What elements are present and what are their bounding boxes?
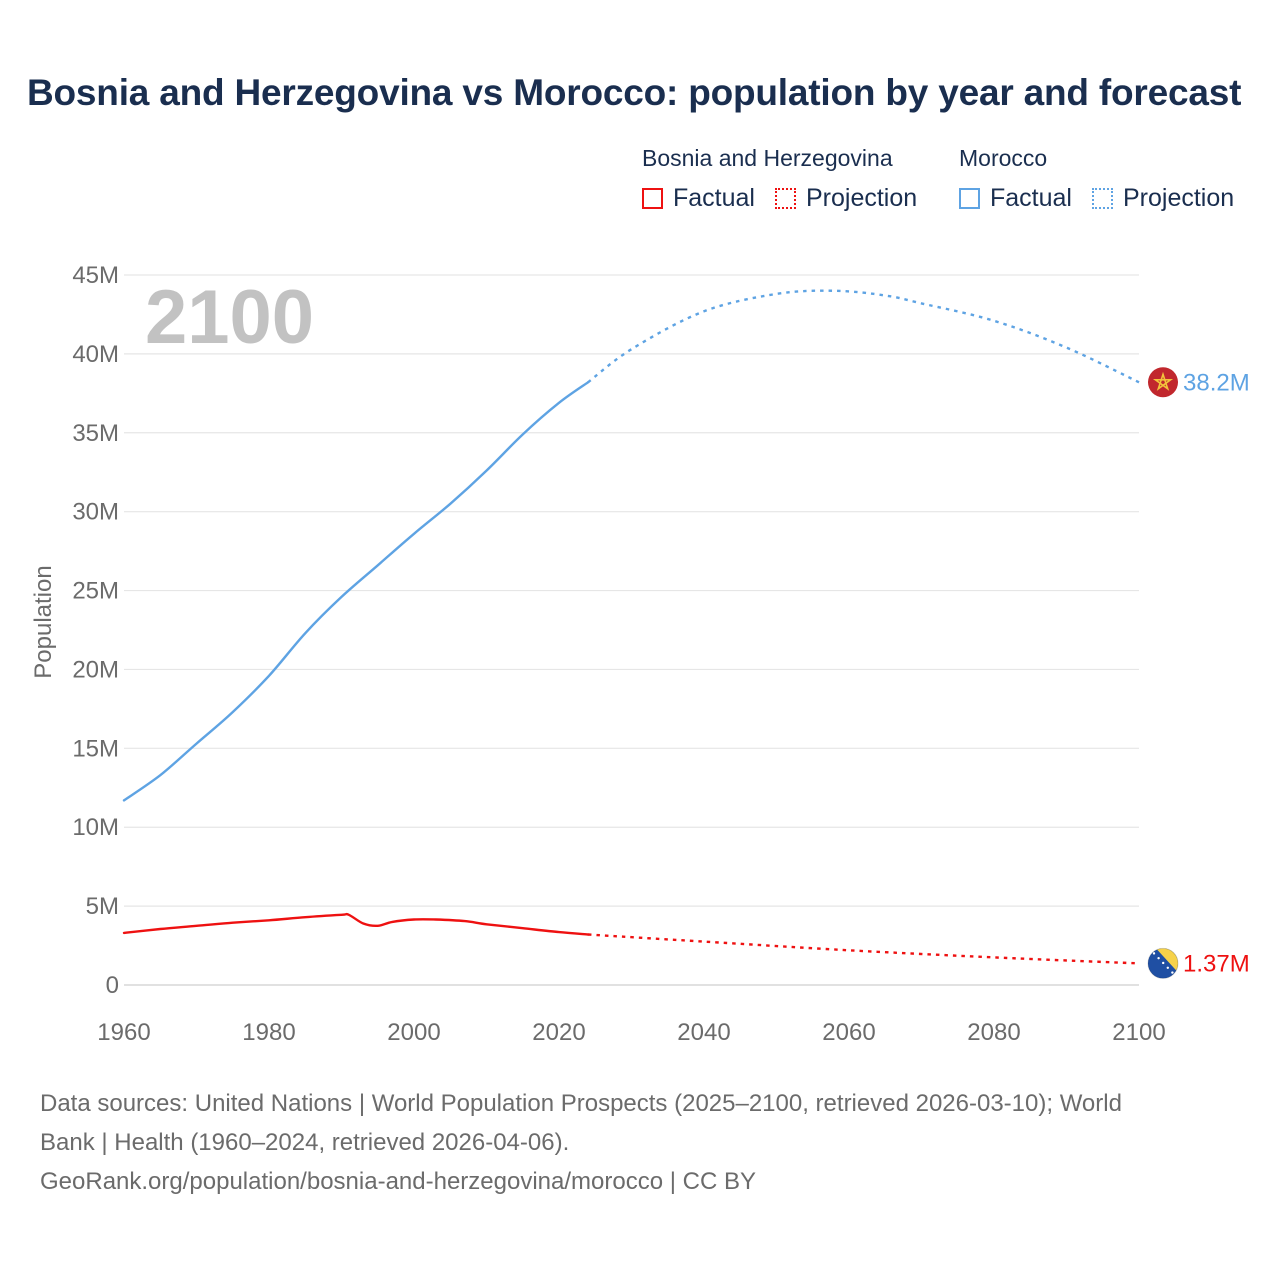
- bosnia-and-herzegovinaprojection-line[interactable]: [587, 933, 1140, 965]
- y-tick-label: 10M: [72, 814, 119, 841]
- sources-line-2: Bank | Health (1960–2024, retrieved 2026…: [40, 1129, 570, 1156]
- legend-swatch-dotted: [775, 188, 796, 209]
- x-tick-labels: 1960 1980 2000 2020 2040 2060 2080 2100: [97, 1019, 1165, 1046]
- y-tick-label: 45M: [72, 262, 119, 289]
- legend-bosnia-projection[interactable]: Projection: [775, 184, 917, 213]
- legend-label: Projection: [1123, 184, 1235, 212]
- x-tick-label: 2040: [677, 1019, 730, 1046]
- legend-swatch-solid: [642, 188, 663, 209]
- bosnia-flag-icon: [1147, 947, 1179, 979]
- end-markers: 38.2M 1.37M: [1147, 367, 1250, 979]
- moroccofactual-line[interactable]: [122, 381, 590, 802]
- y-tick-label: 40M: [72, 341, 119, 368]
- y-tick-label: 5M: [86, 893, 119, 920]
- sources-line-1: Data sources: United Nations | World Pop…: [40, 1090, 1122, 1117]
- legend-swatch-dotted: [1092, 188, 1113, 209]
- legend-morocco-factual[interactable]: Factual: [959, 184, 1072, 213]
- moroccoend-label: 38.2M: [1183, 369, 1250, 396]
- legend-label: Factual: [673, 184, 755, 212]
- legend-group-bosnia: Bosnia and Herzegovina: [642, 145, 893, 171]
- legend-swatch-solid: [959, 188, 980, 209]
- x-tick-label: 2020: [532, 1019, 585, 1046]
- y-tick-label: 35M: [72, 420, 119, 447]
- legend-group-morocco: Morocco: [959, 145, 1048, 171]
- y-axis-label: Population: [30, 565, 57, 678]
- y-tick-labels: 0 5M 10M 15M 20M 25M 30M 35M 40M 45M: [72, 262, 119, 999]
- x-tick-label: 2060: [822, 1019, 875, 1046]
- legend-label: Factual: [990, 184, 1072, 212]
- moroccoprojection-line[interactable]: [587, 289, 1140, 384]
- y-tick-label: 0: [106, 972, 119, 999]
- chart-title: Bosnia and Herzegovina vs Morocco: popul…: [27, 72, 1242, 113]
- legend-morocco-projection[interactable]: Projection: [1092, 184, 1234, 213]
- bosnia-and-herzegovinaend-label: 1.37M: [1183, 950, 1250, 977]
- bosnia-and-herzegovinafactual-line[interactable]: [122, 912, 590, 936]
- legend-label: Projection: [806, 184, 918, 212]
- morocco-flag-icon: [1148, 367, 1178, 398]
- y-tick-label: 15M: [72, 735, 119, 762]
- population-line-chart: 2100 0 5M 10M 15M 20M 25M 30M 35M 40M 45M 1960 198…: [30, 262, 1250, 1046]
- x-tick-label: 2080: [967, 1019, 1020, 1046]
- y-tick-label: 30M: [72, 499, 119, 526]
- x-tick-label: 1960: [97, 1019, 150, 1046]
- grid-lines: [124, 274, 1139, 986]
- sources-line-3[interactable]: GeoRank.org/population/bosnia-and-herzeg…: [40, 1168, 756, 1195]
- series-lines: [122, 289, 1140, 965]
- data-sources: Data sources: United Nations | World Pop…: [40, 1084, 1240, 1201]
- y-tick-label: 20M: [72, 656, 119, 683]
- year-watermark: 2100: [145, 275, 314, 360]
- x-tick-label: 2000: [387, 1019, 440, 1046]
- y-tick-label: 25M: [72, 578, 119, 605]
- x-tick-label: 1980: [242, 1019, 295, 1046]
- x-tick-label: 2100: [1112, 1019, 1165, 1046]
- legend-bosnia-factual[interactable]: Factual: [642, 184, 755, 213]
